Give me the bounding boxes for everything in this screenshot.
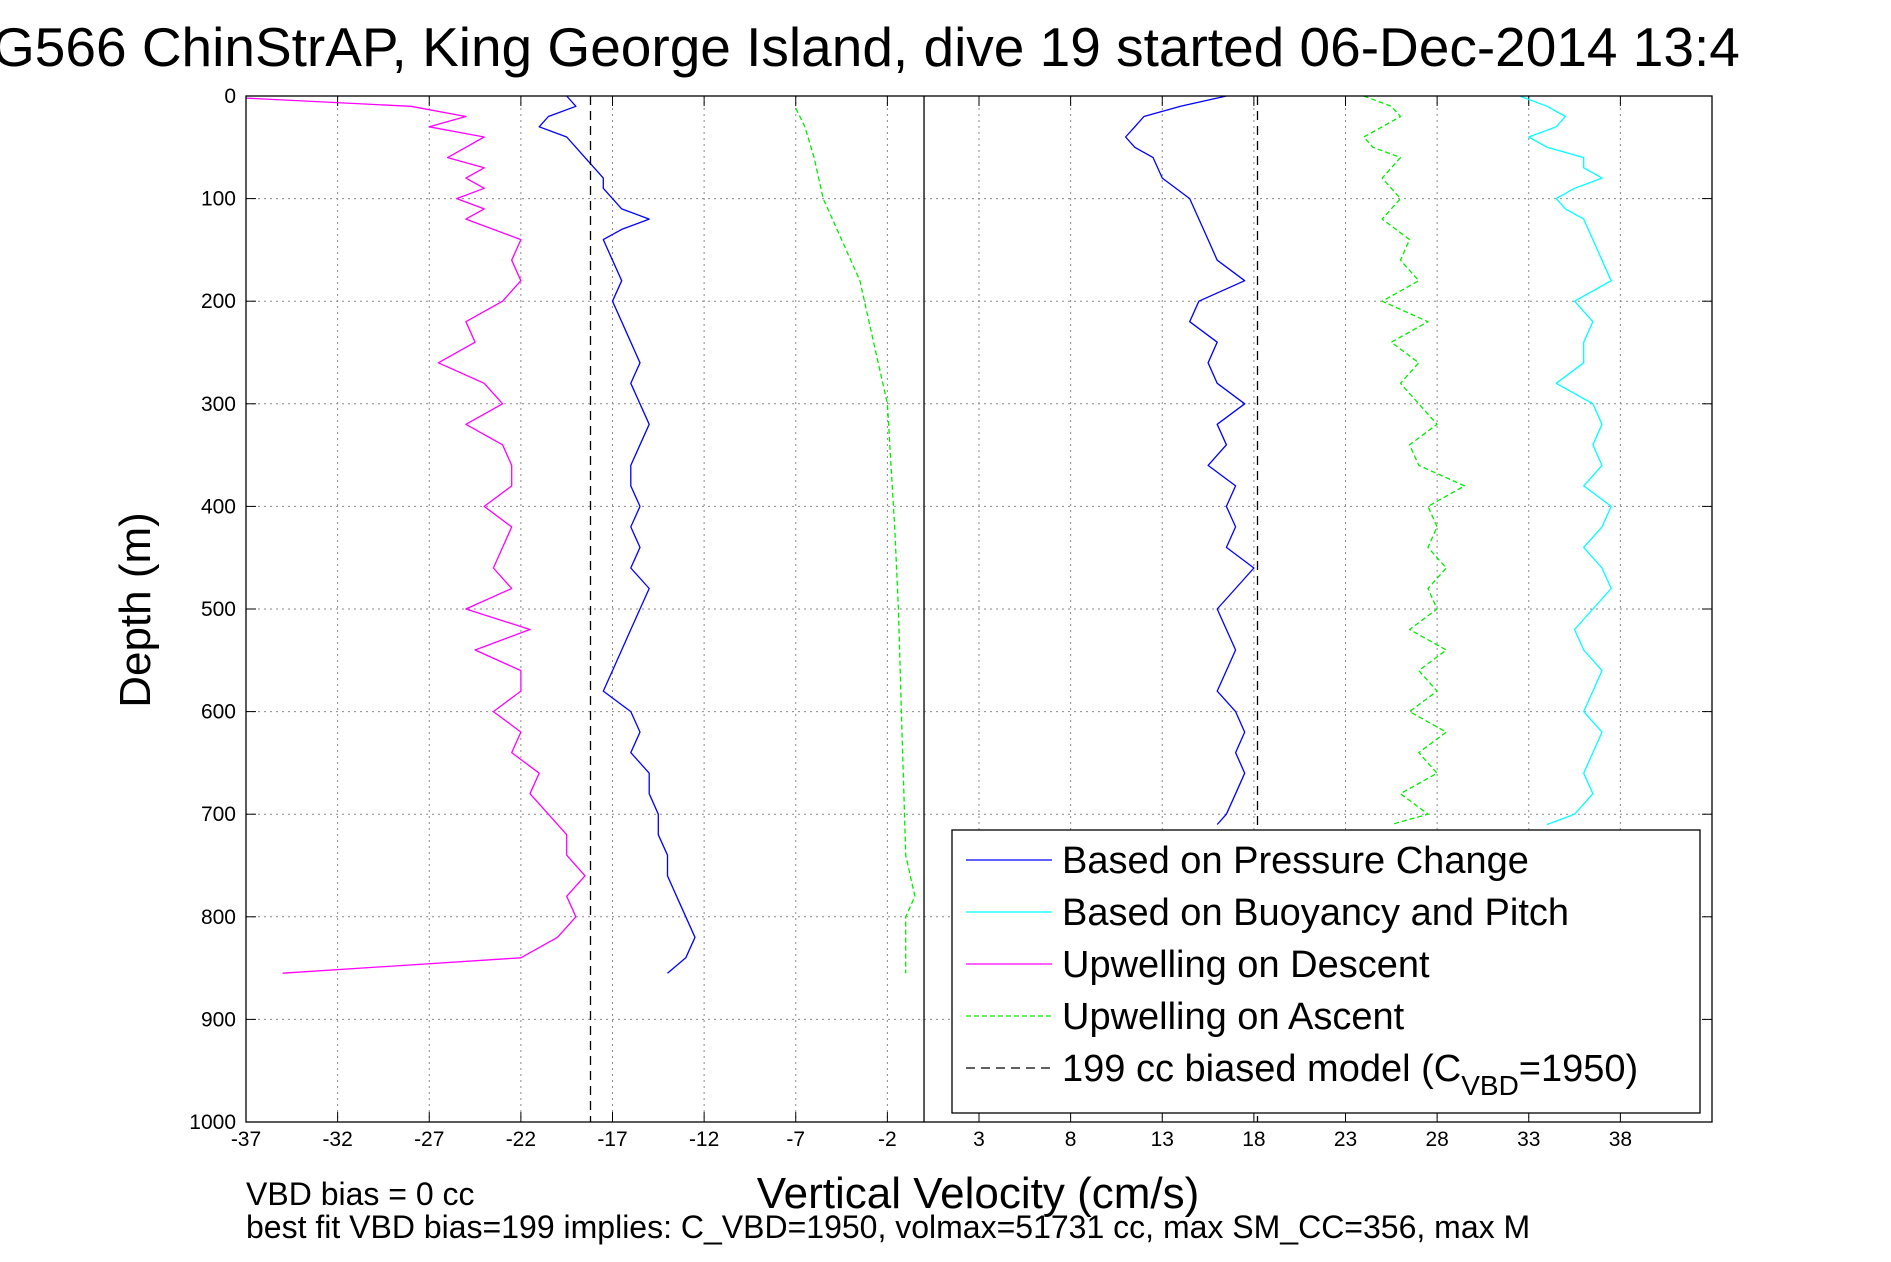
legend-label: Based on Pressure Change — [1062, 840, 1529, 882]
best-fit-note: best fit VBD bias=199 implies: C_VBD=195… — [246, 1209, 1530, 1245]
legend: Based on Pressure Change Based on Buoyanc… — [951, 829, 1701, 1114]
x-tick-label: -12 — [689, 1128, 719, 1151]
x-tick-label: 18 — [1242, 1128, 1265, 1151]
legend-label: Based on Buoyancy and Pitch — [1062, 892, 1569, 934]
series-line-1-0 — [1519, 95, 1612, 826]
y-tick-label: 400 — [201, 495, 236, 518]
legend-label-text: Based on Pressure Change — [1062, 840, 1529, 882]
y-tick-label: 200 — [201, 290, 236, 313]
legend-label: 199 cc biased model (CVBD=1950) — [1062, 1048, 1638, 1101]
legend-label-text: 199 cc biased model (C — [1062, 1048, 1461, 1090]
x-tick-label: -17 — [597, 1128, 627, 1151]
series-line-3-1 — [1363, 95, 1466, 826]
x-tick-label: 38 — [1609, 1128, 1632, 1151]
y-tick-label: 0 — [224, 85, 236, 108]
series-line-3-0 — [795, 108, 916, 974]
legend-label-suffix: =1950) — [1519, 1048, 1638, 1090]
x-tick-label: 33 — [1517, 1128, 1540, 1151]
y-tick-label: 500 — [201, 598, 236, 621]
legend-label-text: Upwelling on Descent — [1062, 944, 1430, 986]
legend-label: Upwelling on Descent — [1062, 944, 1430, 986]
x-tick-label: -37 — [231, 1128, 261, 1151]
x-axis-title: Vertical Velocity (cm/s) — [757, 1169, 1200, 1218]
y-tick-label: 900 — [201, 1008, 236, 1031]
legend-label-text: Upwelling on Ascent — [1062, 996, 1405, 1038]
series-line-2-0 — [245, 97, 586, 974]
axes-frame — [245, 95, 1713, 1123]
series-line-0-1 — [1124, 95, 1255, 825]
legend-label-text: Based on Buoyancy and Pitch — [1062, 892, 1569, 934]
x-tick-label: 3 — [973, 1128, 985, 1151]
x-tick-label: -2 — [878, 1128, 897, 1151]
y-tick-label: 600 — [201, 701, 236, 724]
y-tick-label: 700 — [201, 803, 236, 826]
x-tick-label: 23 — [1334, 1128, 1357, 1151]
y-axis-title: Depth (m) — [111, 512, 160, 708]
y-tick-label: 100 — [201, 188, 236, 211]
x-tick-label: 13 — [1151, 1128, 1174, 1151]
y-tick-label: 1000 — [189, 1111, 236, 1134]
y-tick-label: 800 — [201, 906, 236, 929]
vbd-bias-note: VBD bias = 0 cc — [246, 1176, 475, 1212]
x-tick-label: -7 — [786, 1128, 805, 1151]
series-line-0-0 — [538, 95, 696, 974]
y-tick-label: 300 — [201, 393, 236, 416]
x-tick-label: -22 — [506, 1128, 536, 1151]
chart-title: G566 ChinStrAP, King George Island, dive… — [0, 16, 1740, 78]
x-tick-label: 8 — [1065, 1128, 1077, 1151]
x-tick-label: 28 — [1425, 1128, 1448, 1151]
legend-label: Upwelling on Ascent — [1062, 996, 1405, 1038]
legend-box — [951, 829, 1701, 1114]
x-tick-label: -32 — [322, 1128, 352, 1151]
legend-label-subscript: VBD — [1461, 1070, 1519, 1101]
x-tick-label: -27 — [414, 1128, 444, 1151]
